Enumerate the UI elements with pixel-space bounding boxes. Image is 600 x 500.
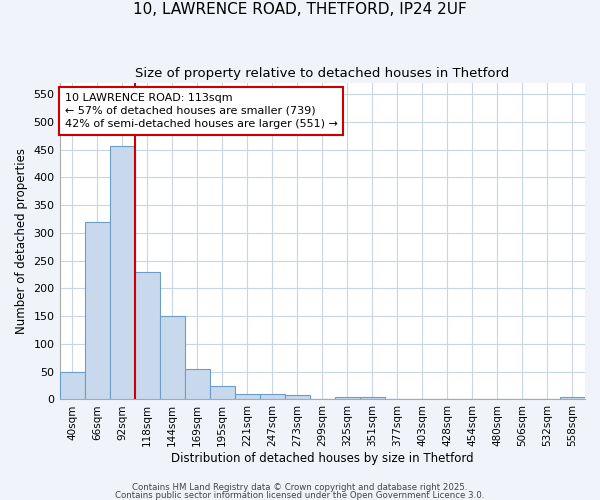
X-axis label: Distribution of detached houses by size in Thetford: Distribution of detached houses by size … [171,452,473,465]
Text: 10 LAWRENCE ROAD: 113sqm
← 57% of detached houses are smaller (739)
42% of semi-: 10 LAWRENCE ROAD: 113sqm ← 57% of detach… [65,92,338,129]
Bar [209,386,235,400]
Bar [134,272,160,400]
Text: Contains HM Land Registry data © Crown copyright and database right 2025.: Contains HM Land Registry data © Crown c… [132,484,468,492]
Bar [335,396,360,400]
Y-axis label: Number of detached properties: Number of detached properties [15,148,28,334]
Title: Size of property relative to detached houses in Thetford: Size of property relative to detached ho… [135,68,509,80]
Bar [360,396,385,400]
Bar [285,395,310,400]
Bar [235,394,260,400]
Bar [85,222,110,400]
Bar [260,394,285,400]
Bar [110,146,134,400]
Bar [160,316,185,400]
Bar [185,369,209,400]
Text: 10, LAWRENCE ROAD, THETFORD, IP24 2UF: 10, LAWRENCE ROAD, THETFORD, IP24 2UF [133,2,467,18]
Bar [59,372,85,400]
Bar [560,396,585,400]
Text: Contains public sector information licensed under the Open Government Licence 3.: Contains public sector information licen… [115,490,485,500]
